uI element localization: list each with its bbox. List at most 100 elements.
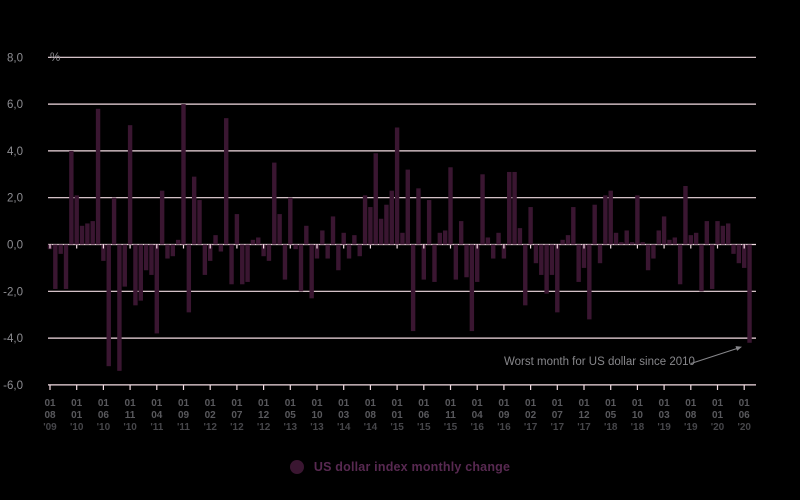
- bar: [544, 244, 549, 294]
- x-tick-label: 08: [44, 410, 56, 421]
- bar: [581, 244, 587, 268]
- bars-group: [47, 104, 752, 371]
- x-tick-label: 01: [178, 398, 190, 409]
- x-tick-label: 01: [659, 398, 671, 409]
- bar: [533, 244, 539, 264]
- bar: [154, 244, 159, 334]
- bar: [240, 244, 245, 285]
- bar: [69, 150, 74, 245]
- bar: [555, 244, 560, 313]
- legend-dot-icon: [289, 460, 304, 474]
- x-tick-label: 01: [739, 398, 751, 409]
- bar: [111, 197, 117, 245]
- x-tick-label: 01: [258, 398, 270, 409]
- x-tick-label: '14: [337, 422, 351, 433]
- bar: [320, 230, 325, 245]
- bar: [528, 207, 533, 245]
- bar: [106, 244, 111, 367]
- bar: [704, 221, 710, 245]
- bar: [400, 232, 405, 245]
- bar: [95, 108, 101, 245]
- bar: [298, 244, 304, 292]
- y-tick-label: 8,0: [7, 52, 23, 64]
- x-tick-label: 06: [739, 410, 751, 421]
- bar: [523, 244, 528, 306]
- x-tick-label: 01: [578, 398, 590, 409]
- bar: [389, 190, 394, 245]
- x-tick-label: 01: [525, 398, 537, 409]
- bar: [368, 207, 373, 245]
- x-tick-label: 05: [605, 410, 617, 421]
- x-tick-label: 01: [498, 398, 510, 409]
- x-tick-label: '16: [497, 422, 511, 433]
- bar-chart-plot: 8,06,04,02,00,0-2,0-4,0-6,0 % 0108'09010…: [3, 52, 756, 433]
- bar: [469, 244, 475, 332]
- x-tick-label: 01: [712, 398, 724, 409]
- bar: [453, 244, 459, 280]
- x-tick-label: 01: [712, 410, 724, 421]
- x-tick-label: '10: [97, 422, 111, 433]
- x-tick-label: 01: [71, 398, 83, 409]
- x-tick-label: 10: [632, 410, 644, 421]
- annotation-arrow-icon: [690, 346, 742, 364]
- bar: [709, 244, 715, 289]
- bar: [421, 244, 426, 280]
- bar: [677, 244, 683, 285]
- x-tick-label: '12: [257, 422, 271, 433]
- bar: [629, 242, 635, 245]
- x-tick-label: '11: [150, 422, 163, 433]
- x-tick-label: 01: [605, 398, 617, 409]
- bar: [715, 221, 720, 245]
- x-tick-label: 01: [445, 398, 457, 409]
- bar: [314, 244, 320, 259]
- bar: [90, 221, 95, 245]
- x-tick-label: 01: [44, 398, 56, 409]
- x-tick-label: '11: [177, 422, 190, 433]
- x-tick-label: 04: [151, 410, 163, 421]
- bar: [672, 237, 677, 245]
- y-tick-label: 4,0: [7, 146, 23, 158]
- x-tick-label: 09: [498, 410, 510, 421]
- x-tick-label: 11: [445, 410, 456, 421]
- x-tick-label: 01: [151, 398, 163, 409]
- bar: [667, 239, 672, 245]
- x-tick-label: '19: [657, 422, 671, 433]
- bar: [731, 244, 736, 254]
- bar: [149, 244, 154, 275]
- bar: [245, 244, 250, 282]
- x-tick-label: 01: [205, 398, 217, 409]
- y-tick-label: 6,0: [7, 99, 23, 111]
- bar: [117, 244, 122, 371]
- bar: [277, 214, 282, 245]
- bar: [501, 244, 507, 259]
- bar: [250, 239, 256, 245]
- x-tick-label: 01: [552, 398, 564, 409]
- bar: [378, 218, 384, 245]
- bar: [475, 244, 480, 282]
- x-tick-label: 07: [552, 410, 564, 421]
- x-tick-label: 01: [392, 410, 404, 421]
- x-tick-label: 12: [258, 410, 270, 421]
- x-tick-label: 01: [418, 398, 430, 409]
- bar: [341, 232, 346, 245]
- bar: [725, 223, 731, 245]
- bar: [122, 244, 127, 287]
- x-tick-label: '19: [684, 422, 698, 433]
- bar: [213, 235, 218, 245]
- bar: [197, 200, 202, 245]
- bar: [256, 237, 261, 245]
- bar: [143, 244, 149, 271]
- bar: [416, 188, 421, 245]
- x-axis-labels: 0108'090101'100106'100111'100104'110109'…: [43, 398, 751, 433]
- bar: [266, 244, 272, 261]
- bar: [432, 244, 437, 282]
- bar: [293, 244, 298, 250]
- x-tick-label: 04: [472, 410, 484, 421]
- y-axis-labels: 8,0 6,0 4,0 2,0 0,0 -2,0 -4,0 -6,0: [3, 52, 23, 392]
- bar: [485, 237, 491, 245]
- bar: [170, 244, 176, 257]
- x-tick-label: 09: [178, 410, 190, 421]
- bar: [549, 244, 555, 275]
- y-tick-label: 2,0: [7, 193, 23, 205]
